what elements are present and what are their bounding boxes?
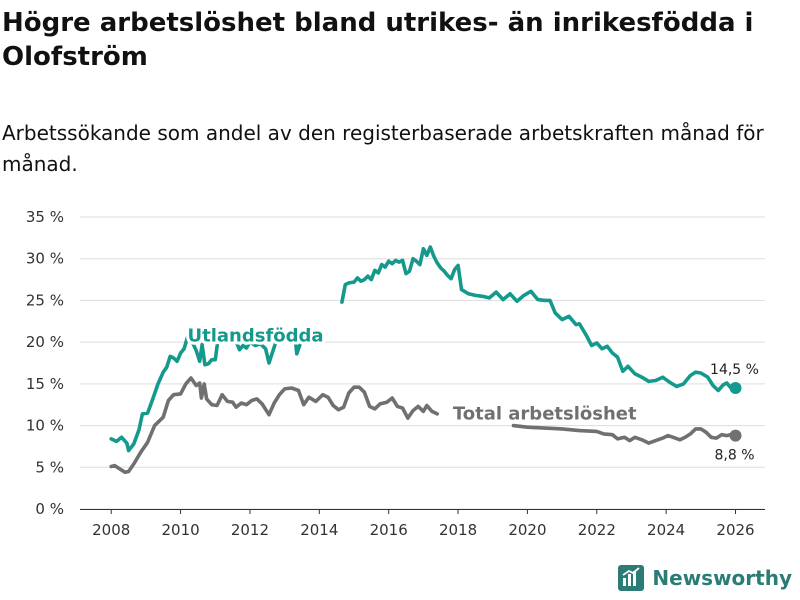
x-tick-label: 2020 [508,521,546,539]
x-tick-label: 2014 [300,521,338,539]
label-layer: Utlandsfödda 14,5 % Total arbetslöshet 8,8 … [185,322,759,464]
brand: Newsworthy [618,562,792,594]
y-tick-label: 25 % [26,291,64,309]
series-label-utlandsfodda: Utlandsfödda [188,325,324,346]
axis-layer: 0 % 5 % 10 % 15 % 20 % 25 % 30 % 35 % 2008 2010 20… [26,208,765,539]
series-label-total: Total arbetslöshet [453,404,637,425]
x-tick-label: 2008 [92,521,130,539]
x-tick-label: 2016 [370,521,408,539]
x-tick-label: 2026 [716,521,754,539]
y-tick-label: 30 % [26,250,64,268]
y-tick-label: 20 % [26,333,64,351]
end-label-total: 8,8 % [715,448,755,464]
x-tick-label: 2010 [161,521,199,539]
x-tick-label: 2024 [647,521,685,539]
series-line-total [109,376,439,475]
chart-subtitle: Arbetssökande som andel av den registerb… [2,121,764,176]
y-tick-label: 15 % [26,375,64,393]
newsworthy-logo-icon [618,565,645,591]
series-layer [109,245,742,475]
x-tick-label: 2022 [578,521,616,539]
end-label-utlandsfodda: 14,5 % [710,362,759,378]
x-tick-label: 2012 [231,521,269,539]
y-tick-label: 0 % [35,500,64,518]
end-marker-total [729,429,742,442]
y-tick-label: 35 % [26,208,64,226]
y-tick-label: 5 % [35,458,64,476]
chart-title: Högre arbetslöshet bland utrikes- än inr… [2,8,754,72]
series-line-utlandsfodda [109,329,309,453]
series-line-utlandsfodda-b [340,245,738,393]
x-tick-label: 2018 [439,521,477,539]
series-line-total-b [511,423,738,445]
brand-name: Newsworthy [652,566,792,590]
y-tick-label: 10 % [26,417,64,435]
end-marker-utlandsfodda [729,382,742,395]
